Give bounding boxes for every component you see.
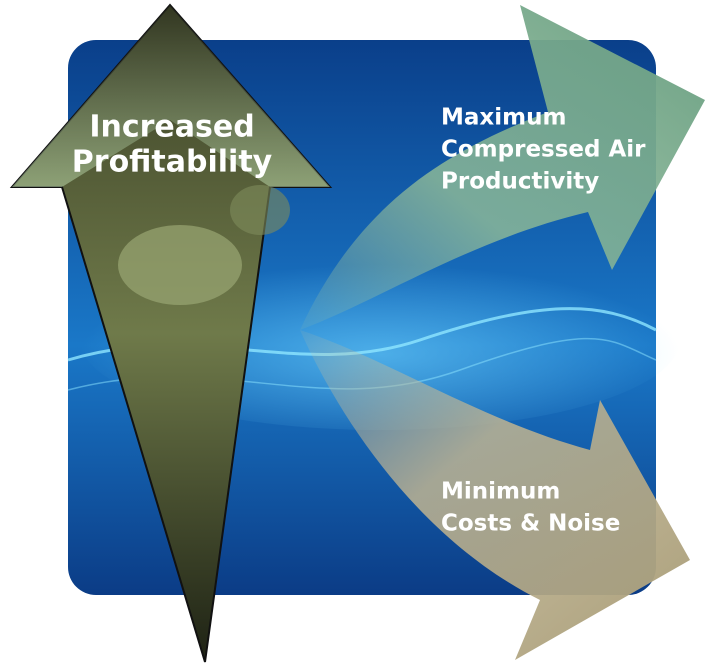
arrow-head (12, 5, 330, 187)
arrow-productivity (300, 5, 705, 330)
label-line: Compressed Air (441, 137, 646, 163)
coin (118, 225, 242, 305)
label-line: Costs & Noise (441, 511, 620, 537)
label-line: Profitability (72, 145, 273, 180)
label-line: Increased (89, 110, 254, 145)
arrow-costs (300, 330, 690, 660)
label-line: Productivity (441, 169, 599, 195)
label-line: Minimum (441, 479, 560, 505)
coin (230, 185, 290, 235)
label-line: Maximum (441, 105, 566, 131)
